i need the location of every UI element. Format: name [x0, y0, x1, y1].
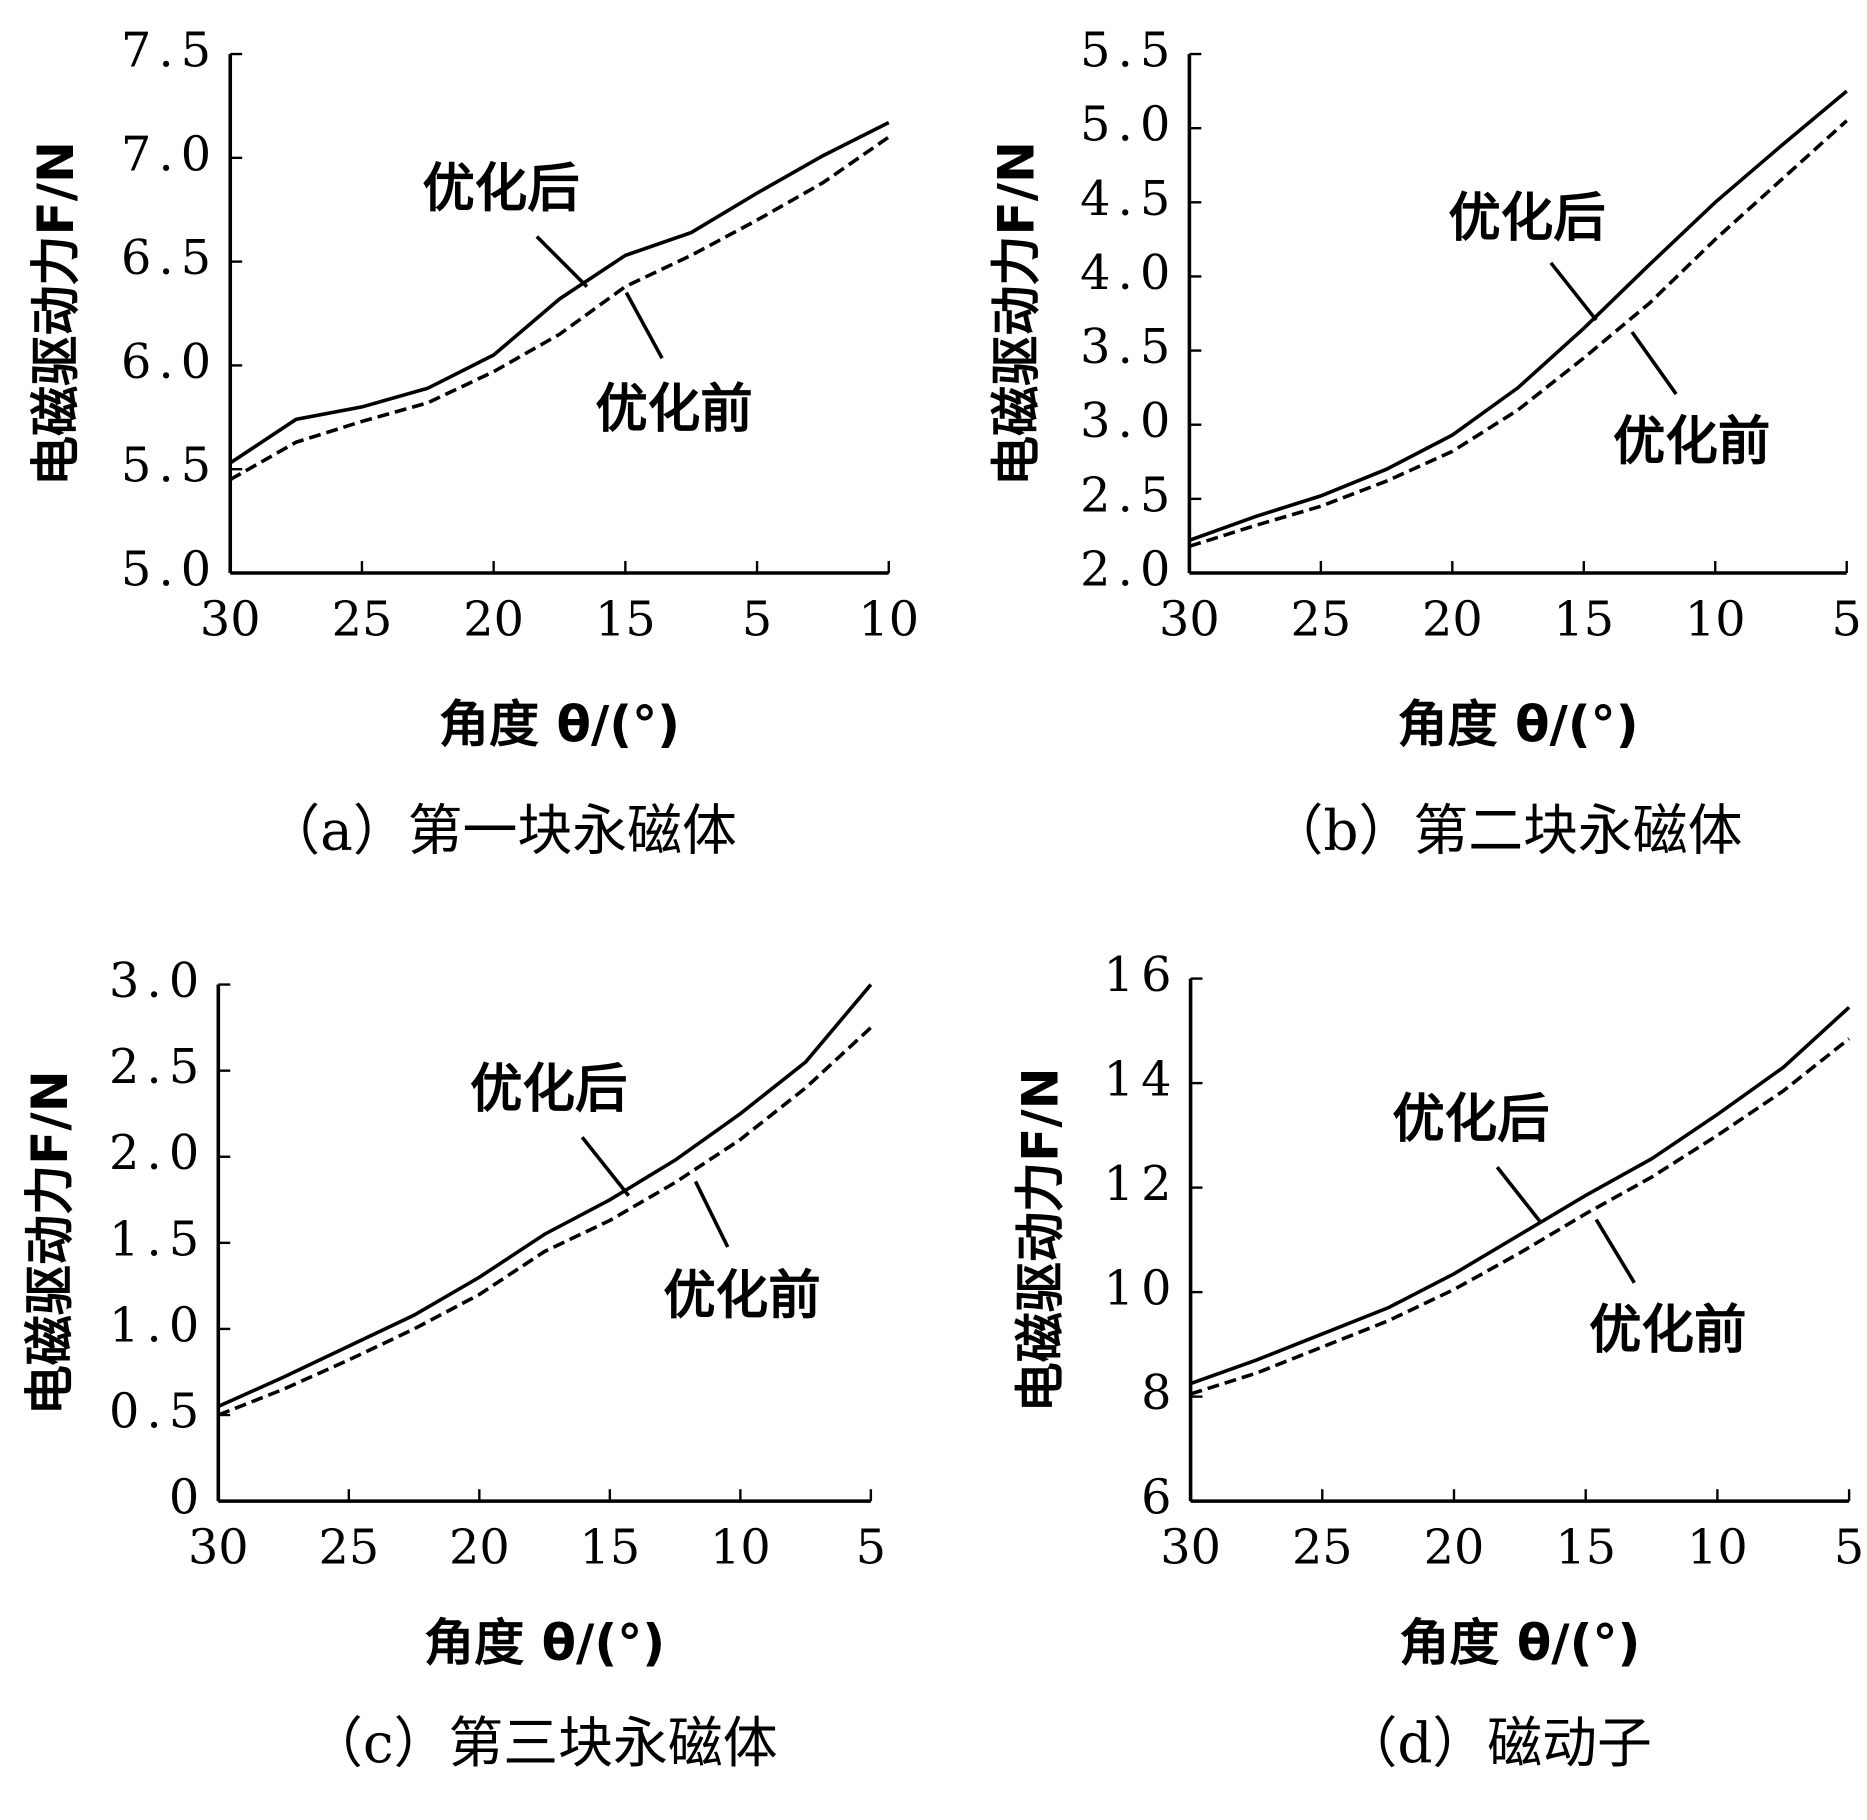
y-tick-label: 7.5: [121, 24, 218, 79]
y-tick-label: 12: [1104, 1157, 1179, 1212]
x-tick-label: 30: [1159, 593, 1220, 648]
x-tick-label: 25: [318, 1521, 379, 1576]
y-tick-label: 2.0: [1080, 542, 1177, 597]
annotation-leader: [580, 1136, 631, 1197]
annotation: 优化后: [470, 1059, 627, 1120]
y-tick-label: 6: [1141, 1471, 1179, 1526]
y-tick-label: 1.0: [109, 1298, 206, 1353]
annotation: 优化前: [1589, 1300, 1746, 1361]
caption: （b）第二块永磁体: [1269, 798, 1743, 862]
y-tick-label: 5.0: [121, 542, 218, 597]
y-tick-label: 0.5: [109, 1385, 206, 1440]
annotation-leader: [1594, 1218, 1636, 1284]
y-tick-label: 2.0: [109, 1126, 206, 1181]
y-tick-label: 16: [1104, 948, 1179, 1003]
x-tick-label: 10: [1685, 593, 1746, 648]
data-line: [1190, 1037, 1851, 1396]
y-tick-label: 6.5: [121, 231, 218, 286]
y-axis-label: 电磁驱动力F/N: [20, 1070, 79, 1415]
y-tick-label: 3.0: [109, 954, 206, 1009]
annotation: 优化后: [422, 158, 579, 219]
x-tick-label: 15: [579, 1521, 640, 1576]
annotation: 优化前: [663, 1265, 820, 1326]
y-tick-label: 8: [1141, 1366, 1179, 1421]
x-tick-label: 20: [1422, 593, 1483, 648]
y-tick-label: 1.5: [109, 1212, 206, 1267]
x-axis-label: 角度 θ/(°): [439, 695, 680, 754]
x-tick-label: 5: [742, 593, 772, 648]
x-axis-label: 角度 θ/(°): [1399, 1613, 1640, 1672]
annotation-leader: [693, 1180, 730, 1248]
annotation: 优化后: [1448, 188, 1605, 249]
x-tick-label: 10: [710, 1521, 771, 1576]
data-line: [217, 983, 873, 1409]
annotation: 优化后: [1392, 1088, 1549, 1149]
y-tick-label: 14: [1104, 1053, 1179, 1108]
y-tick-label: 2.5: [109, 1040, 206, 1095]
x-tick-label: 25: [1291, 593, 1352, 648]
x-axis-label: 角度 θ/(°): [424, 1613, 665, 1672]
y-tick-label: 7.0: [121, 127, 218, 182]
y-axis-label: 电磁驱动力F/N: [26, 141, 85, 486]
y-tick-label: 10: [1104, 1262, 1179, 1317]
y-tick-label: 6.0: [121, 335, 218, 390]
y-tick-label: 0: [169, 1471, 207, 1526]
data-line: [229, 135, 890, 482]
y-axis-label: 电磁驱动力F/N: [1010, 1067, 1069, 1412]
x-tick-label: 30: [188, 1521, 249, 1576]
data-line: [1188, 119, 1848, 549]
annotation-leader: [535, 235, 589, 288]
y-tick-label: 4.0: [1080, 246, 1177, 301]
annotation-leader: [1630, 330, 1678, 396]
x-tick-label: 25: [332, 593, 393, 648]
annotation-leader: [1549, 261, 1598, 322]
y-tick-label: 5.0: [1080, 98, 1177, 153]
x-tick-label: 20: [1424, 1521, 1485, 1576]
annotation: 优化前: [1613, 411, 1770, 472]
x-tick-label: 15: [1555, 1521, 1616, 1576]
x-tick-label: 20: [449, 1521, 510, 1576]
annotation-leader: [1495, 1165, 1543, 1225]
x-tick-label: 10: [858, 593, 919, 648]
data-line: [1189, 1006, 1851, 1386]
annotation: 优化前: [595, 379, 752, 440]
caption: （d）磁动子: [1342, 1711, 1651, 1775]
y-tick-label: 5.5: [1080, 24, 1177, 79]
y-tick-label: 4.5: [1080, 172, 1177, 227]
data-line: [217, 1026, 873, 1417]
x-tick-label: 5: [1834, 1521, 1864, 1576]
x-tick-label: 5: [856, 1521, 886, 1576]
x-axis-label: 角度 θ/(°): [1397, 695, 1638, 754]
annotation-leader: [624, 291, 664, 360]
data-line: [1188, 89, 1848, 543]
x-tick-label: 5: [1832, 593, 1862, 648]
y-tick-label: 5.5: [121, 439, 218, 494]
x-tick-label: 10: [1687, 1521, 1748, 1576]
y-axis-label: 电磁驱动力F/N: [986, 141, 1045, 486]
x-tick-label: 25: [1292, 1521, 1353, 1576]
x-tick-label: 20: [463, 593, 524, 648]
x-tick-label: 30: [200, 593, 261, 648]
x-tick-label: 30: [1160, 1521, 1221, 1576]
x-tick-label: 15: [1553, 593, 1614, 648]
data-line: [229, 120, 890, 465]
y-tick-label: 3.0: [1080, 394, 1177, 449]
y-tick-label: 3.5: [1080, 320, 1177, 375]
caption: （c）第三块永磁体: [308, 1711, 778, 1775]
x-tick-label: 15: [595, 593, 656, 648]
caption: （a）第一块永磁体: [265, 798, 737, 862]
y-tick-label: 2.5: [1080, 468, 1177, 523]
